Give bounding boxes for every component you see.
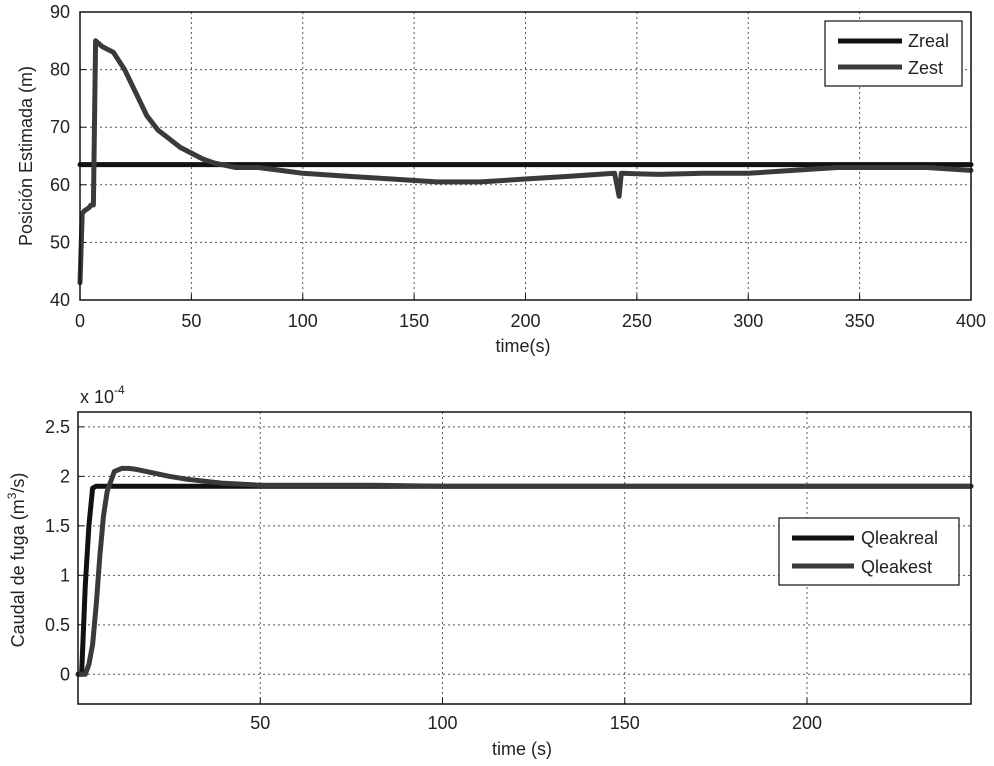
- y-axis-label: Caudal de fuga (m3/s): [5, 473, 28, 648]
- legend: Qleakreal Qleakest: [778, 517, 960, 586]
- plot-frame: [77, 411, 972, 705]
- legend-box: [824, 20, 963, 87]
- legend-box: [778, 517, 960, 586]
- y-tick-label: 2: [60, 466, 70, 486]
- y-axis-label-tail: /s): [8, 473, 28, 493]
- y-tick-label: 40: [50, 290, 70, 310]
- x-tick-label: 300: [733, 311, 763, 331]
- x-tick-label: 50: [181, 311, 201, 331]
- y-tick-label: 80: [50, 60, 70, 80]
- y-tick-label: 70: [50, 117, 70, 137]
- x-tick-label: 200: [510, 311, 540, 331]
- plot-frame: [79, 11, 972, 301]
- scale-factor: x 10-4: [80, 383, 125, 407]
- series-lines: [75, 465, 974, 677]
- bottom-plot: 50 100 150 200 0 0.5 1 1.5 2 2.5 x 10-4 time (s)…: [5, 383, 974, 759]
- x-tick-label: 250: [622, 311, 652, 331]
- x-tick-label: 350: [845, 311, 875, 331]
- y-tick-label: 1: [60, 565, 70, 585]
- y-axis-label-main: Caudal de fuga (m: [8, 499, 28, 647]
- y-tick-label: 0: [60, 664, 70, 684]
- grid: [79, 11, 972, 301]
- y-axis-label: Posición Estimada (m): [16, 66, 36, 246]
- legend-label-zreal: Zreal: [908, 31, 949, 51]
- series-line-zest: [77, 38, 974, 286]
- x-tick-label: 0: [75, 311, 85, 331]
- legend: Zreal Zest: [824, 20, 963, 87]
- legend-label-qleakest: Qleakest: [861, 557, 932, 577]
- x-axis-label: time (s): [492, 739, 552, 759]
- x-tick-label: 150: [610, 713, 640, 733]
- y-tick-labels: 0 0.5 1 1.5 2 2.5: [45, 417, 70, 684]
- y-tick-label: 1.5: [45, 516, 70, 536]
- series-lines: [77, 38, 974, 286]
- y-tick-label: 0.5: [45, 615, 70, 635]
- legend-label-qleakreal: Qleakreal: [861, 528, 938, 548]
- y-tick-labels: 40 50 60 70 80 90: [50, 2, 70, 310]
- x-tick-labels: 50 100 150 200: [250, 713, 822, 733]
- top-plot: 0 50 100 150 200 250 300 350 400 40 50 60 70 80 90 ti…: [16, 2, 986, 356]
- x-tick-labels: 0 50 100 150 200 250 300 350 400: [75, 311, 986, 331]
- x-tick-label: 400: [956, 311, 986, 331]
- x-tick-label: 50: [250, 713, 270, 733]
- x-tick-label: 150: [399, 311, 429, 331]
- y-tick-label: 60: [50, 175, 70, 195]
- scale-factor-base: x 10: [80, 387, 114, 407]
- x-tick-label: 100: [288, 311, 318, 331]
- x-axis-label: time(s): [496, 336, 551, 356]
- legend-label-zest: Zest: [908, 58, 943, 78]
- y-tick-label: 90: [50, 2, 70, 22]
- y-tick-label: 2.5: [45, 417, 70, 437]
- x-tick-label: 200: [792, 713, 822, 733]
- x-tick-label: 100: [427, 713, 457, 733]
- y-axis-label-sup: 3: [5, 492, 19, 499]
- series-line-qleakest: [75, 465, 974, 677]
- y-tick-label: 50: [50, 232, 70, 252]
- scale-factor-exponent: -4: [114, 383, 125, 397]
